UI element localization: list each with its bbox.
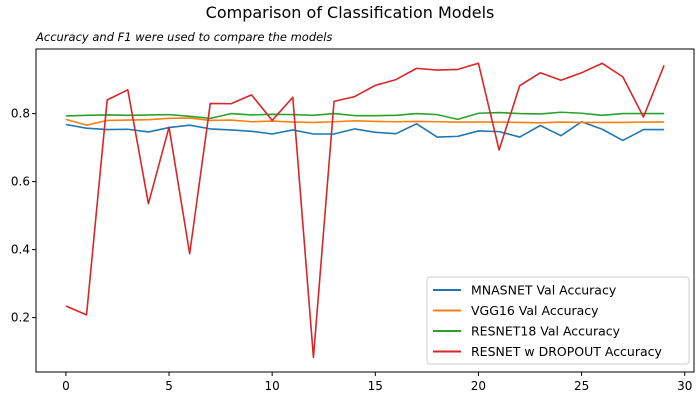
series-line-3 bbox=[65, 111, 665, 121]
legend-label: RESNET18 Val Accuracy bbox=[471, 324, 621, 339]
x-tick-label: 25 bbox=[574, 379, 589, 393]
series-line-2 bbox=[65, 117, 665, 126]
plot-frame bbox=[35, 48, 695, 373]
y-tick-label: 0.6 bbox=[11, 175, 30, 189]
legend-label: MNASNET Val Accuracy bbox=[471, 283, 617, 298]
x-tick-label: 0 bbox=[62, 379, 70, 393]
y-tick-label: 0.2 bbox=[11, 311, 30, 325]
legend: MNASNET Val Accuracy VGG16 Val Accuracy RE… bbox=[426, 276, 690, 365]
x-tick-label: 20 bbox=[471, 379, 486, 393]
x-tick-label: 5 bbox=[165, 379, 173, 393]
legend-label: RESNET w DROPOUT Accuracy bbox=[471, 344, 663, 359]
y-tick-label: 0.4 bbox=[11, 243, 30, 257]
x-tick-label: 30 bbox=[677, 379, 692, 393]
plot-area bbox=[65, 62, 665, 359]
y-tick-label: 0.8 bbox=[11, 107, 30, 121]
series-line-4 bbox=[65, 62, 665, 359]
series-line-1 bbox=[65, 120, 665, 142]
x-tick-label: 15 bbox=[368, 379, 383, 393]
legend-label: VGG16 Val Accuracy bbox=[471, 303, 599, 318]
x-tick-label: 10 bbox=[265, 379, 280, 393]
chart-subtitle: Accuracy and F1 were used to compare the… bbox=[35, 30, 332, 44]
axes: 0 5 10 15 20 25 30 0.2 0.4 0.6 0.8 bbox=[11, 107, 692, 393]
chart-title: Comparison of Classification Models bbox=[206, 3, 495, 22]
legend-box bbox=[426, 276, 690, 365]
